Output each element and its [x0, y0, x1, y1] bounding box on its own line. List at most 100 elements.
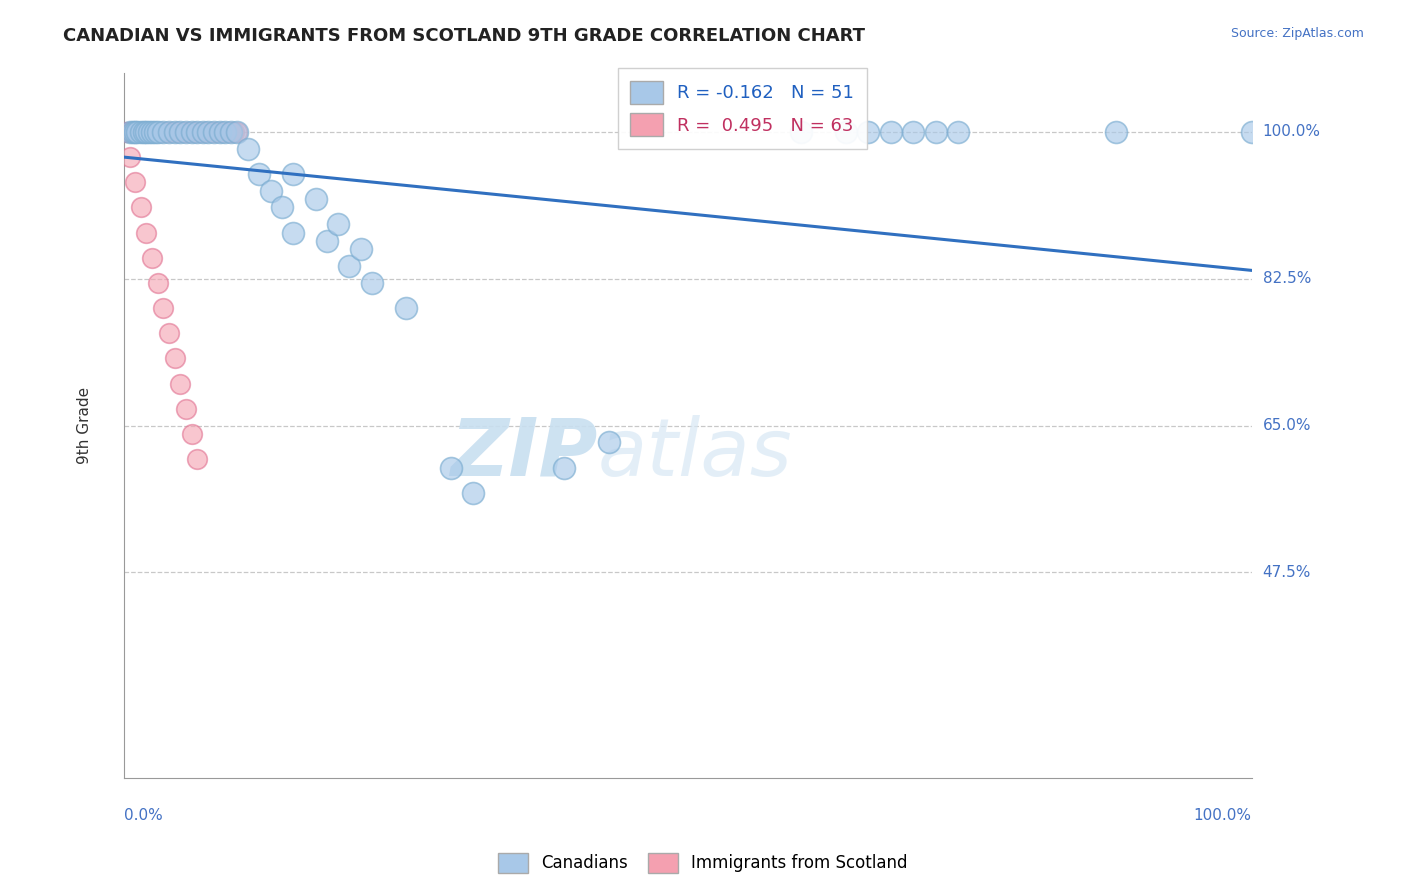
Point: [138, 125, 160, 139]
Text: CANADIAN VS IMMIGRANTS FROM SCOTLAND 9TH GRADE CORRELATION CHART: CANADIAN VS IMMIGRANTS FROM SCOTLAND 9TH…: [63, 27, 865, 45]
Point: [163, 351, 186, 366]
Point: [134, 125, 156, 139]
Point: [440, 460, 463, 475]
Point: [463, 485, 485, 500]
Point: [221, 125, 243, 139]
Point: [186, 125, 208, 139]
Point: [205, 125, 228, 139]
Point: [197, 125, 219, 139]
Point: [395, 301, 418, 315]
Point: [145, 125, 167, 139]
Point: [236, 142, 259, 156]
Point: [1105, 125, 1128, 139]
Text: 47.5%: 47.5%: [1263, 565, 1310, 580]
Point: [1240, 125, 1263, 139]
Point: [880, 125, 903, 139]
Point: [209, 125, 232, 139]
Point: [145, 125, 167, 139]
Point: [281, 167, 304, 181]
Point: [124, 125, 146, 139]
Point: [122, 125, 145, 139]
Point: [214, 125, 236, 139]
Point: [225, 125, 247, 139]
Legend: Canadians, Immigrants from Scotland: Canadians, Immigrants from Scotland: [491, 847, 915, 880]
Point: [191, 125, 214, 139]
Point: [172, 125, 194, 139]
Point: [152, 125, 174, 139]
Point: [174, 125, 197, 139]
Text: 100.0%: 100.0%: [1263, 125, 1320, 139]
Point: [117, 125, 139, 139]
Point: [195, 125, 218, 139]
Point: [138, 125, 160, 139]
Point: [118, 150, 141, 164]
Point: [169, 125, 191, 139]
Point: [180, 427, 202, 442]
Point: [191, 125, 214, 139]
Point: [183, 125, 205, 139]
Point: [187, 125, 209, 139]
Point: [127, 125, 149, 139]
Point: [173, 125, 195, 139]
Point: [129, 201, 152, 215]
Point: [339, 259, 361, 273]
Point: [150, 125, 173, 139]
Point: [169, 376, 191, 391]
Point: [224, 125, 246, 139]
Text: 9th Grade: 9th Grade: [77, 387, 91, 464]
Point: [142, 125, 165, 139]
Point: [247, 167, 270, 181]
Text: 65.0%: 65.0%: [1263, 418, 1312, 434]
Point: [128, 125, 150, 139]
Point: [225, 125, 247, 139]
Point: [118, 125, 141, 139]
Point: [834, 125, 856, 139]
Point: [315, 234, 337, 248]
Point: [598, 435, 620, 450]
Point: [856, 125, 879, 139]
Point: [553, 460, 575, 475]
Text: 0.0%: 0.0%: [124, 808, 163, 823]
Point: [127, 125, 149, 139]
Point: [152, 301, 174, 315]
Point: [141, 125, 163, 139]
Point: [131, 125, 153, 139]
Point: [124, 175, 146, 189]
Point: [146, 125, 169, 139]
Point: [198, 125, 221, 139]
Point: [156, 125, 179, 139]
Point: [304, 192, 326, 206]
Point: [207, 125, 229, 139]
Point: [122, 125, 145, 139]
Point: [259, 184, 281, 198]
Point: [120, 125, 142, 139]
Point: [214, 125, 236, 139]
Point: [169, 125, 191, 139]
Point: [157, 326, 180, 341]
Point: [157, 125, 180, 139]
Point: [146, 125, 169, 139]
Point: [139, 125, 162, 139]
Point: [350, 243, 373, 257]
Point: [201, 125, 224, 139]
Point: [202, 125, 225, 139]
Point: [141, 251, 163, 265]
Point: [165, 125, 187, 139]
Point: [115, 125, 138, 139]
Text: atlas: atlas: [598, 415, 793, 492]
Point: [217, 125, 239, 139]
Text: 82.5%: 82.5%: [1263, 271, 1310, 286]
Point: [149, 125, 172, 139]
Point: [270, 201, 292, 215]
Point: [160, 125, 183, 139]
Point: [162, 125, 184, 139]
Point: [194, 125, 217, 139]
Point: [219, 125, 242, 139]
Point: [135, 125, 157, 139]
Point: [202, 125, 225, 139]
Point: [174, 401, 197, 416]
Point: [180, 125, 202, 139]
Point: [176, 125, 198, 139]
Point: [129, 125, 152, 139]
Point: [124, 125, 146, 139]
